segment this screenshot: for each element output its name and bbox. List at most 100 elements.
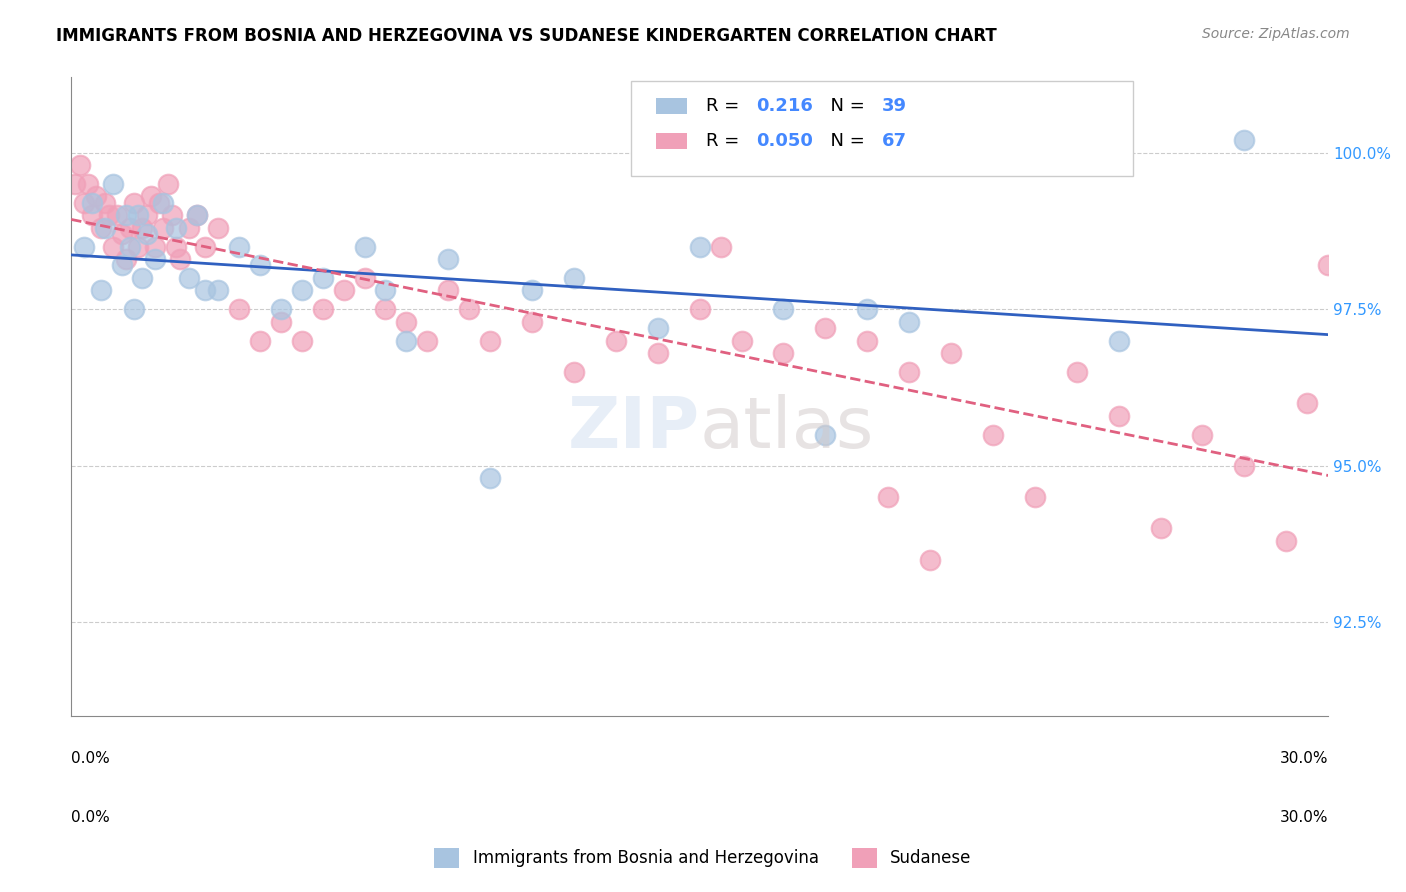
Point [131, 271, 153, 285]
Point [94, 220, 117, 235]
Point [249, 334, 271, 348]
Point [898, 315, 921, 329]
Point [139, 189, 162, 203]
Point [152, 220, 174, 235]
Point [156, 177, 179, 191]
Point [416, 334, 439, 348]
Point [82, 195, 104, 210]
Point [194, 239, 217, 253]
Point [898, 365, 921, 379]
Point [110, 258, 132, 272]
Point [228, 239, 250, 253]
Point [177, 220, 200, 235]
Point [311, 302, 333, 317]
Point [374, 302, 396, 317]
Point [94, 195, 117, 210]
Point [101, 177, 124, 191]
Point [437, 252, 460, 266]
Point [520, 284, 543, 298]
Point [647, 346, 669, 360]
Point [395, 315, 418, 329]
Text: ZIP: ZIP [568, 394, 700, 463]
Point [110, 227, 132, 241]
Point [186, 208, 208, 222]
Point [127, 208, 149, 222]
Point [65, 177, 87, 191]
Point [1149, 521, 1171, 535]
Point [1108, 334, 1130, 348]
Point [97, 208, 120, 222]
Text: N =: N = [820, 97, 870, 115]
Point [877, 490, 900, 504]
Point [169, 252, 191, 266]
Point [228, 302, 250, 317]
FancyBboxPatch shape [630, 80, 1133, 177]
Text: 0.0%: 0.0% [72, 751, 110, 766]
Point [479, 334, 502, 348]
Text: 67: 67 [882, 132, 907, 151]
Point [1233, 458, 1256, 473]
Point [1275, 533, 1298, 548]
Point [710, 239, 733, 253]
Point [270, 302, 292, 317]
Point [127, 239, 149, 253]
Point [207, 220, 229, 235]
Point [562, 271, 585, 285]
Point [291, 334, 314, 348]
Point [165, 220, 187, 235]
Point [395, 334, 418, 348]
FancyBboxPatch shape [655, 133, 688, 149]
Point [165, 239, 187, 253]
Point [101, 239, 124, 253]
Point [814, 321, 837, 335]
Point [186, 208, 208, 222]
Point [114, 252, 136, 266]
Point [82, 208, 104, 222]
Point [143, 239, 166, 253]
Text: R =: R = [706, 97, 745, 115]
Point [939, 346, 962, 360]
Text: N =: N = [820, 132, 870, 151]
Point [105, 208, 128, 222]
Point [856, 302, 879, 317]
Point [177, 271, 200, 285]
Point [249, 258, 271, 272]
Point [1296, 396, 1319, 410]
Text: 30.0%: 30.0% [1279, 751, 1329, 766]
Text: atlas: atlas [700, 394, 875, 463]
Point [73, 239, 96, 253]
Point [374, 284, 396, 298]
Point [437, 284, 460, 298]
Point [194, 284, 217, 298]
Point [353, 239, 375, 253]
Point [920, 553, 942, 567]
Point [605, 334, 627, 348]
Point [1066, 365, 1088, 379]
Point [73, 195, 96, 210]
Point [77, 177, 100, 191]
Legend: Immigrants from Bosnia and Herzegovina, Sudanese: Immigrants from Bosnia and Herzegovina, … [427, 841, 979, 875]
Point [562, 365, 585, 379]
Text: Source: ZipAtlas.com: Source: ZipAtlas.com [1202, 27, 1350, 41]
Text: 39: 39 [882, 97, 907, 115]
Point [730, 334, 752, 348]
Point [148, 195, 170, 210]
Point [856, 334, 879, 348]
Point [1191, 427, 1213, 442]
Point [332, 284, 354, 298]
Point [69, 158, 91, 172]
Point [311, 271, 333, 285]
Point [86, 189, 108, 203]
Point [118, 239, 141, 253]
Text: 30.0%: 30.0% [1279, 810, 1329, 825]
Point [143, 252, 166, 266]
Point [118, 220, 141, 235]
Point [647, 321, 669, 335]
FancyBboxPatch shape [655, 98, 688, 114]
Text: R =: R = [706, 132, 745, 151]
Point [479, 471, 502, 485]
Point [458, 302, 481, 317]
Text: IMMIGRANTS FROM BOSNIA AND HERZEGOVINA VS SUDANESE KINDERGARTEN CORRELATION CHAR: IMMIGRANTS FROM BOSNIA AND HERZEGOVINA V… [56, 27, 997, 45]
Point [122, 195, 145, 210]
Point [135, 208, 157, 222]
